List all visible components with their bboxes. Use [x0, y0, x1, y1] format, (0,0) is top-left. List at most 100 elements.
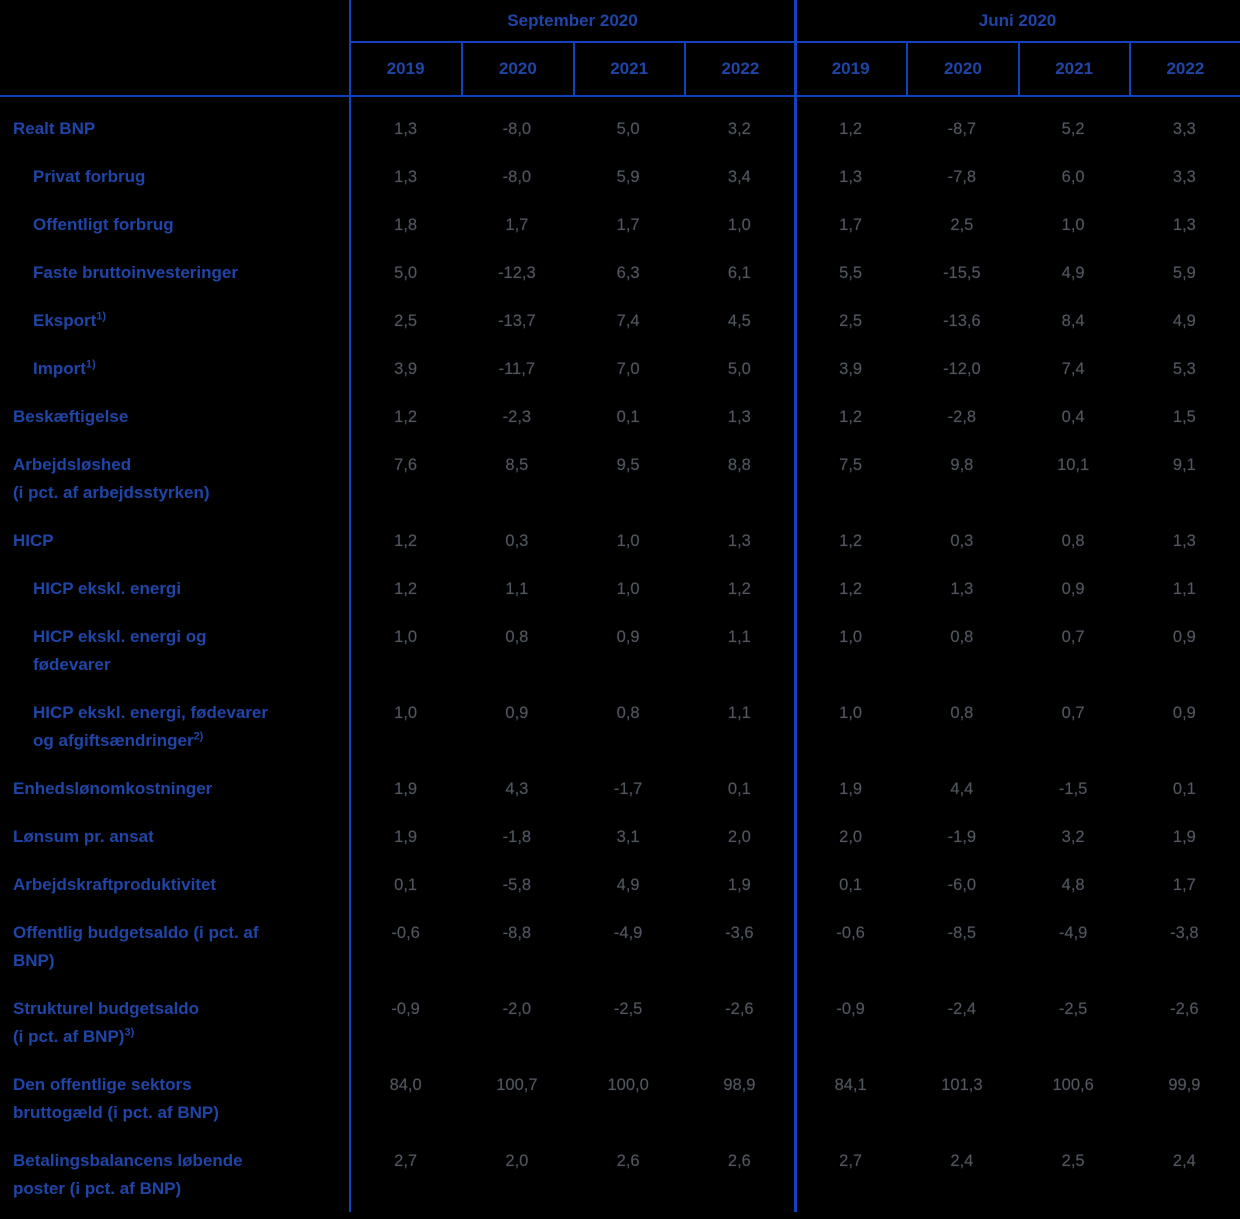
value-cell: 1,5: [1172, 408, 1196, 426]
value-cell: 1,0: [394, 704, 418, 722]
value-cell: 1,9: [394, 780, 418, 798]
value-cell: 5,0: [394, 264, 418, 282]
value-cell: 1,9: [727, 876, 751, 894]
value-cell: -2,6: [725, 1000, 754, 1018]
table-row: Privat forbrug 1,3 -8,0 5,9 3,4 1,3 -7,8 6,0 3,3: [0, 153, 1240, 201]
value-cell: -4,9: [1058, 924, 1088, 942]
value-cell: 1,3: [394, 120, 418, 138]
value-cell: 1,2: [839, 408, 863, 426]
value-cell: 2,7: [839, 1152, 863, 1170]
table-row: HICP ekskl. energi og fødevarer 1,0 0,8 0,9 1…: [0, 613, 1240, 689]
value-cell: 84,1: [834, 1076, 867, 1094]
footnote-marker: 1): [85, 358, 96, 371]
value-cell: 7,0: [616, 360, 640, 378]
row-label: Betalingsbalancens løbende poster (i pct.…: [13, 1151, 243, 1198]
value-cell: 1,1: [727, 628, 751, 646]
value-cell: 1,2: [839, 532, 863, 550]
value-cell: 2,0: [727, 828, 751, 846]
value-cell: -7,8: [947, 168, 977, 186]
value-cell: 5,9: [1172, 264, 1196, 282]
value-cell: -8,0: [502, 120, 532, 138]
value-cell: -2,0: [502, 1000, 532, 1018]
value-cell: -1,9: [947, 828, 977, 846]
value-cell: 2,5: [950, 216, 974, 234]
footnote-marker: 1): [96, 310, 107, 323]
table-row: Faste bruttoinvesteringer 5,0 -12,3 6,3 6,1 5…: [0, 249, 1240, 297]
value-cell: 2,4: [950, 1152, 974, 1170]
table-row: Den offentlige sektors bruttogæld (i pct.…: [0, 1061, 1240, 1137]
value-cell: 0,9: [616, 628, 640, 646]
value-cell: 0,8: [505, 628, 529, 646]
value-cell: 6,0: [1061, 168, 1085, 186]
value-cell: -11,7: [498, 360, 536, 378]
year-header-september-2020: 2020: [461, 43, 572, 95]
table-row: Enhedslønomkostninger 1,9 4,3 -1,7 0,1 1,9 4,4…: [0, 765, 1240, 813]
row-label: Privat forbrug: [33, 167, 146, 186]
value-cell: 1,3: [1172, 216, 1196, 234]
row-label: Beskæftigelse: [13, 407, 129, 426]
value-cell: 2,7: [394, 1152, 418, 1170]
value-cell: 3,4: [727, 168, 751, 186]
value-cell: 1,3: [727, 532, 751, 550]
value-cell: 1,7: [505, 216, 529, 234]
value-cell: 1,0: [727, 216, 751, 234]
value-cell: 5,3: [1172, 360, 1196, 378]
value-cell: 1,0: [394, 628, 418, 646]
table-row: HICP ekskl. energi, fødevarer og afgiftsæ…: [0, 689, 1240, 765]
value-cell: 4,3: [505, 780, 529, 798]
footnote-marker: 3): [124, 1026, 135, 1039]
table-row: Strukturel budgetsaldo (i pct. af BNP)3) -…: [0, 985, 1240, 1061]
table-row: HICP ekskl. energi 1,2 1,1 1,0 1,2 1,2 1,3 0,9 1…: [0, 565, 1240, 613]
value-cell: 100,7: [496, 1076, 538, 1094]
table-row: Arbejdskraftproduktivitet 0,1 -5,8 4,9 1,9 0,…: [0, 861, 1240, 909]
value-cell: 1,1: [727, 704, 751, 722]
table-row: Arbejdsløshed (i pct. af arbejdsstyrken) 7…: [0, 441, 1240, 517]
value-cell: 0,9: [1172, 628, 1196, 646]
row-label: Enhedslønomkostninger: [13, 779, 213, 798]
value-cell: 1,1: [1172, 580, 1196, 598]
table-row: Betalingsbalancens løbende poster (i pct.…: [0, 1137, 1240, 1213]
value-cell: -2,3: [502, 408, 532, 426]
value-cell: 6,1: [727, 264, 751, 282]
value-cell: -8,8: [502, 924, 532, 942]
row-label: Eksport1): [33, 310, 107, 330]
row-label: HICP: [13, 531, 54, 550]
value-cell: 4,4: [950, 780, 974, 798]
footnote-marker: 2): [193, 730, 204, 743]
value-cell: -13,7: [498, 312, 536, 330]
value-cell: 99,9: [1168, 1076, 1201, 1094]
value-cell: 98,9: [723, 1076, 756, 1094]
value-cell: 6,3: [616, 264, 640, 282]
value-cell: -1,5: [1058, 780, 1088, 798]
table-row: Eksport1) 2,5 -13,7 7,4 4,5 2,5 -13,6 8,4 4,9: [0, 297, 1240, 345]
grid-line-label-separator: [349, 0, 351, 1212]
value-cell: 1,9: [839, 780, 863, 798]
value-cell: 100,0: [607, 1076, 649, 1094]
value-cell: 0,1: [727, 780, 751, 798]
value-cell: -0,6: [836, 924, 865, 942]
value-cell: 1,8: [394, 216, 418, 234]
value-cell: 1,7: [1172, 876, 1196, 894]
year-header-juni-2021: 2021: [1017, 43, 1129, 95]
table-row: Realt BNP 1,3 -8,0 5,0 3,2 1,2 -8,7 5,2 3,3: [0, 105, 1240, 153]
value-cell: 7,4: [1061, 360, 1085, 378]
year-header-september-2019: 2019: [386, 59, 425, 78]
row-label: Arbejdskraftproduktivitet: [13, 875, 217, 894]
value-cell: 1,2: [394, 408, 418, 426]
value-cell: 5,0: [727, 360, 751, 378]
value-cell: 5,2: [1061, 120, 1085, 138]
table-row: Import1) 3,9 -11,7 7,0 5,0 3,9 -12,0 7,4 5,3: [0, 345, 1240, 393]
value-cell: 4,5: [727, 312, 751, 330]
value-cell: 0,9: [505, 704, 529, 722]
value-cell: -0,9: [836, 1000, 865, 1018]
value-cell: 0,8: [950, 628, 974, 646]
row-label: Offentlig budgetsaldo (i pct. af BNP): [13, 923, 259, 970]
value-cell: 1,9: [1172, 828, 1196, 846]
value-cell: -2,6: [1170, 1000, 1199, 1018]
value-cell: -12,0: [943, 360, 981, 378]
column-group-header-juni: Juni 2020: [978, 10, 1057, 30]
value-cell: 1,2: [394, 532, 418, 550]
value-cell: 1,2: [394, 580, 418, 598]
value-cell: 3,9: [394, 360, 418, 378]
value-cell: 1,0: [616, 580, 640, 598]
